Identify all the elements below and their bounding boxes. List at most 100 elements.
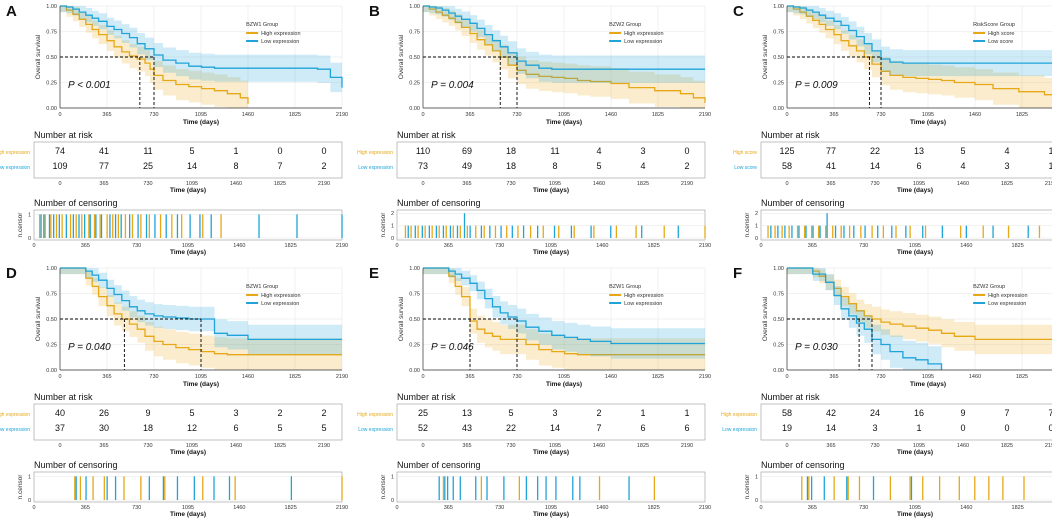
x-tick-label: 0 (421, 374, 424, 380)
panel-label: B (369, 3, 380, 20)
km-plot: 0.000.250.500.751.0003657301095146018252… (762, 4, 1052, 126)
x-tick-label: 1460 (596, 505, 608, 511)
x-tick-label: 365 (102, 112, 111, 118)
x-tick-label: 1095 (186, 181, 198, 187)
x-tick-label: 1460 (605, 374, 617, 380)
risk-count-high: 42 (826, 408, 836, 418)
risk-count-high: 13 (462, 408, 472, 418)
x-tick-label: 0 (58, 374, 61, 380)
x-tick-label: 1825 (274, 443, 286, 449)
y-tick-label: 0.25 (773, 81, 784, 87)
risk-count-high: 2 (596, 408, 601, 418)
x-tick-label: 0 (58, 181, 61, 187)
risk-table-box (396, 403, 706, 441)
x-tick-label: 1095 (195, 374, 207, 380)
x-tick-label: 0 (421, 443, 424, 449)
risk-count-high: 2 (321, 408, 326, 418)
x-tick-label: 1460 (230, 443, 242, 449)
y-tick-label: 0.00 (409, 368, 420, 374)
y-tick-label: 1.00 (46, 4, 57, 10)
risk-count-low: 7 (277, 161, 282, 171)
x-tick-label: 1095 (182, 243, 194, 249)
x-tick-label: 0 (785, 181, 788, 187)
x-tick-label: 1825 (637, 443, 649, 449)
risk-count-low: 0 (960, 423, 965, 433)
y-tick-label: 1 (755, 224, 758, 230)
legend-title: RiskScore Group (973, 22, 1015, 28)
x-tick-label: 2190 (699, 505, 711, 511)
risk-count-high: 9 (960, 408, 965, 418)
x-tick-label: 730 (149, 374, 158, 380)
x-tick-label: 0 (421, 112, 424, 118)
ci-band-high (423, 268, 705, 370)
censor-title: Number of censoring (397, 460, 481, 470)
risk-count-high: 40 (55, 408, 65, 418)
x-tick-label: 1460 (605, 112, 617, 118)
risk-row-label-high: High expression (357, 412, 393, 418)
risk-row-label-low: Low expression (358, 427, 393, 433)
y-tick-label: 0.75 (409, 292, 420, 298)
x-axis-label: Time (days) (546, 119, 582, 126)
x-tick-label: 0 (785, 443, 788, 449)
y-tick-label: 0.50 (773, 317, 784, 323)
risk-count-high: 9 (145, 408, 150, 418)
risk-count-low: 3 (872, 423, 877, 433)
risk-count-high: 11 (143, 146, 152, 156)
ci-band-high (787, 6, 1052, 108)
x-tick-label: 2190 (318, 181, 330, 187)
x-tick-label: 365 (99, 443, 108, 449)
y-tick-label: 2 (391, 211, 394, 217)
x-tick-label: 730 (512, 374, 521, 380)
x-tick-label: 2190 (336, 374, 348, 380)
y-tick-label: 0.75 (46, 30, 57, 36)
ci-band-low (60, 6, 342, 104)
x-axis-label: Time (days) (546, 381, 582, 388)
risk-count-high: 26 (99, 408, 109, 418)
p-value: P = 0.009 (795, 80, 838, 91)
x-tick-label: 730 (512, 112, 521, 118)
x-axis-label: Time (days) (170, 249, 206, 256)
y-tick-label: 0.25 (409, 343, 420, 349)
x-tick-label: 1825 (648, 243, 660, 249)
risk-count-high: 5 (189, 408, 194, 418)
x-tick-label: 1460 (957, 181, 969, 187)
km-curve-high (60, 5, 249, 104)
censor-y-label: n.censor (17, 212, 24, 238)
x-tick-label: 730 (506, 181, 515, 187)
risk-count-high: 58 (782, 408, 792, 418)
km-curve-low (60, 267, 342, 341)
risk-count-low: 22 (506, 423, 516, 433)
panel-label: A (6, 3, 17, 20)
y-tick-label: 1 (391, 474, 394, 480)
x-tick-label: 1825 (285, 243, 297, 249)
risk-count-low: 18 (143, 423, 153, 433)
x-tick-label: 1460 (969, 374, 981, 380)
x-tick-label: 365 (465, 112, 474, 118)
ci-band-low (423, 6, 705, 83)
risk-row-label-low: Low expression (0, 427, 30, 433)
x-tick-label: 1095 (909, 243, 921, 249)
x-tick-label: 1460 (242, 112, 254, 118)
x-tick-label: 365 (829, 112, 838, 118)
x-axis-label: Time (days) (533, 449, 569, 456)
risk-count-low: 8 (552, 161, 557, 171)
x-tick-label: 365 (462, 181, 471, 187)
x-tick-label: 1095 (549, 181, 561, 187)
legend-title: BZW2 Group (609, 22, 641, 28)
x-tick-label: 0 (759, 243, 762, 249)
x-tick-label: 0 (58, 112, 61, 118)
x-tick-label: 0 (32, 505, 35, 511)
y-tick-label: 0 (391, 236, 394, 242)
x-tick-label: 0 (58, 443, 61, 449)
x-tick-label: 1460 (233, 243, 245, 249)
y-tick-label: 0.75 (773, 292, 784, 298)
risk-row-label-high: High score (733, 150, 757, 156)
y-axis-label: Overall survival (398, 34, 405, 79)
risk-count-high: 25 (418, 408, 428, 418)
risk-count-low: 6 (916, 161, 921, 171)
risk-count-low: 5 (596, 161, 601, 171)
risk-count-high: 4 (1004, 146, 1009, 156)
panel-label: C (733, 3, 744, 20)
km-curve-high (423, 267, 705, 356)
